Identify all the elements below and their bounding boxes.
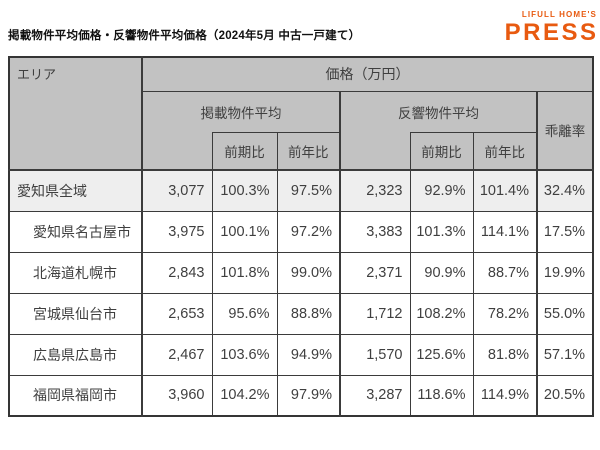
- listed-prev-period-cell: 95.6%: [211, 292, 278, 335]
- page-title: 掲載物件平均価格・反響物件平均価格（2024年5月 中古一戸建て）: [8, 30, 361, 42]
- inquiry-prev-period-cell: 118.6%: [409, 374, 474, 417]
- divergence-cell: 55.0%: [535, 292, 594, 335]
- inquiry-avg-cell: 3,287: [339, 374, 411, 417]
- listed-prev-year-cell: 97.5%: [276, 169, 341, 212]
- listed-avg-cell: 3,960: [141, 374, 213, 417]
- listed-avg-cell: 2,843: [141, 251, 213, 294]
- listed-avg-cell: 2,653: [141, 292, 213, 335]
- inquiry-prev-period-cell: 90.9%: [409, 251, 474, 294]
- table-body: 愛知県全域 3,077 100.3% 97.5% 2,323 92.9% 101…: [8, 169, 594, 417]
- inquiry-avg-cell: 2,323: [339, 169, 411, 212]
- inquiry-prev-year-cell: 101.4%: [472, 169, 538, 212]
- area-cell: 宮城県仙台市: [8, 292, 143, 335]
- listed-avg-cell: 2,467: [141, 333, 213, 376]
- divergence-cell: 17.5%: [535, 210, 594, 253]
- listed-prev-period-cell: 100.3%: [211, 169, 278, 212]
- area-cell: 愛知県名古屋市: [8, 210, 143, 253]
- area-cell: 愛知県全域: [8, 169, 143, 212]
- listed-prev-period-cell: 103.6%: [211, 333, 278, 376]
- header-listed-prev-period: 前期比: [211, 131, 278, 171]
- price-table: エリア 価格（万円） 掲載物件平均 反響物件平均 乖離率 前期比 前年比 前期比…: [8, 56, 595, 417]
- table-row-sendai: 宮城県仙台市 2,653 95.6% 88.8% 1,712 108.2% 78…: [8, 292, 594, 335]
- divergence-cell: 32.4%: [535, 169, 594, 212]
- divergence-cell: 57.1%: [535, 333, 594, 376]
- header-area: エリア: [8, 56, 143, 171]
- table-row-hiroshima: 広島県広島市 2,467 103.6% 94.9% 1,570 125.6% 8…: [8, 333, 594, 376]
- header-spacer-inquiry: [339, 132, 411, 171]
- inquiry-avg-cell: 3,383: [339, 210, 411, 253]
- inquiry-prev-year-cell: 114.1%: [472, 210, 538, 253]
- area-cell: 福岡県福岡市: [8, 374, 143, 417]
- header-spacer-listed: [141, 132, 213, 171]
- inquiry-prev-period-cell: 92.9%: [409, 169, 474, 212]
- table-row-fukuoka: 福岡県福岡市 3,960 104.2% 97.9% 3,287 118.6% 1…: [8, 374, 594, 417]
- logo-press: PRESS: [504, 19, 599, 46]
- listed-prev-period-cell: 104.2%: [211, 374, 278, 417]
- table-header: エリア 価格（万円） 掲載物件平均 反響物件平均 乖離率 前期比 前年比 前期比…: [8, 56, 594, 171]
- listed-prev-period-cell: 101.8%: [211, 251, 278, 294]
- header-inquiry-group: 反響物件平均: [339, 90, 538, 132]
- header-divergence: 乖離率: [535, 90, 594, 171]
- inquiry-prev-period-cell: 108.2%: [409, 292, 474, 335]
- inquiry-prev-year-cell: 78.2%: [472, 292, 538, 335]
- area-cell: 北海道札幌市: [8, 251, 143, 294]
- lifull-homes-press-logo: LIFULL HOME'S PRESS: [505, 11, 596, 45]
- listed-prev-year-cell: 99.0%: [276, 251, 341, 294]
- logo-lifull-homes: LIFULL HOME'S: [521, 10, 597, 19]
- header-inquiry-prev-period: 前期比: [409, 131, 474, 171]
- listed-avg-cell: 3,077: [141, 169, 213, 212]
- listed-prev-year-cell: 94.9%: [276, 333, 341, 376]
- header-inquiry-prev-year: 前年比: [472, 131, 538, 171]
- table-row-aichi-zeniki: 愛知県全域 3,077 100.3% 97.5% 2,323 92.9% 101…: [8, 169, 594, 212]
- header-listed-group: 掲載物件平均: [141, 90, 341, 132]
- divergence-cell: 19.9%: [535, 251, 594, 294]
- listed-avg-cell: 3,975: [141, 210, 213, 253]
- inquiry-avg-cell: 1,570: [339, 333, 411, 376]
- table-row-sapporo: 北海道札幌市 2,843 101.8% 99.0% 2,371 90.9% 88…: [8, 251, 594, 294]
- divergence-cell: 20.5%: [535, 374, 594, 417]
- inquiry-prev-year-cell: 81.8%: [472, 333, 538, 376]
- inquiry-prev-period-cell: 101.3%: [409, 210, 474, 253]
- inquiry-prev-year-cell: 88.7%: [472, 251, 538, 294]
- listed-prev-year-cell: 97.2%: [276, 210, 341, 253]
- inquiry-avg-cell: 2,371: [339, 251, 411, 294]
- header-listed-prev-year: 前年比: [276, 131, 341, 171]
- table-row-nagoya: 愛知県名古屋市 3,975 100.1% 97.2% 3,383 101.3% …: [8, 210, 594, 253]
- inquiry-avg-cell: 1,712: [339, 292, 411, 335]
- inquiry-prev-period-cell: 125.6%: [409, 333, 474, 376]
- listed-prev-year-cell: 97.9%: [276, 374, 341, 417]
- listed-prev-year-cell: 88.8%: [276, 292, 341, 335]
- area-cell: 広島県広島市: [8, 333, 143, 376]
- listed-prev-period-cell: 100.1%: [211, 210, 278, 253]
- inquiry-prev-year-cell: 114.9%: [472, 374, 538, 417]
- header-price-unit: 価格（万円）: [141, 56, 594, 92]
